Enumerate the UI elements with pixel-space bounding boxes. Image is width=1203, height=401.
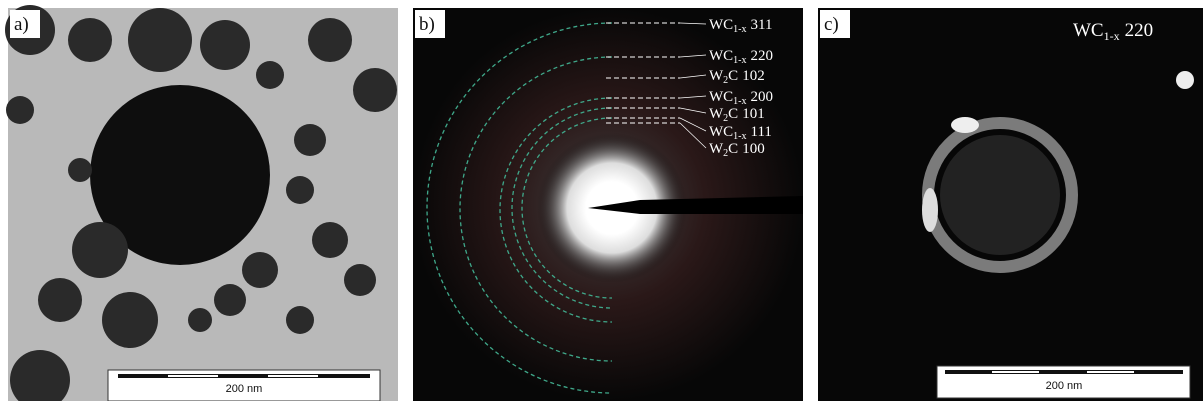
formula: C <box>728 106 738 122</box>
indices: 102 <box>742 68 765 84</box>
panel-label: a) <box>14 14 29 35</box>
panel-label: b) <box>419 14 435 35</box>
indices: 200 <box>751 89 774 105</box>
scale-bar-label: 200 nm <box>226 383 263 395</box>
formula: WC <box>709 17 733 33</box>
formula: W <box>709 141 724 157</box>
panel-label: c) <box>824 14 839 35</box>
formula: C <box>728 68 738 84</box>
indices: 101 <box>742 106 765 122</box>
subscript: 1-x <box>733 24 746 35</box>
scale-bar-label: 200 nm <box>1046 380 1083 392</box>
indices: 111 <box>751 124 772 140</box>
indices: 311 <box>751 17 773 33</box>
formula: WC <box>709 124 733 140</box>
panel-a: a) 200 nm <box>5 5 398 401</box>
subscript: 1-x <box>733 55 746 66</box>
formula: WC <box>709 89 733 105</box>
figure: a) 200 nm b) WC1-x311WC1-x220W2C102WC1-x… <box>0 0 1203 401</box>
indices: 220 <box>751 48 774 64</box>
indices: 100 <box>742 141 765 157</box>
formula: WC <box>709 48 733 64</box>
formula: C <box>728 141 738 157</box>
formula: W <box>709 68 724 84</box>
formula: W <box>709 106 724 122</box>
